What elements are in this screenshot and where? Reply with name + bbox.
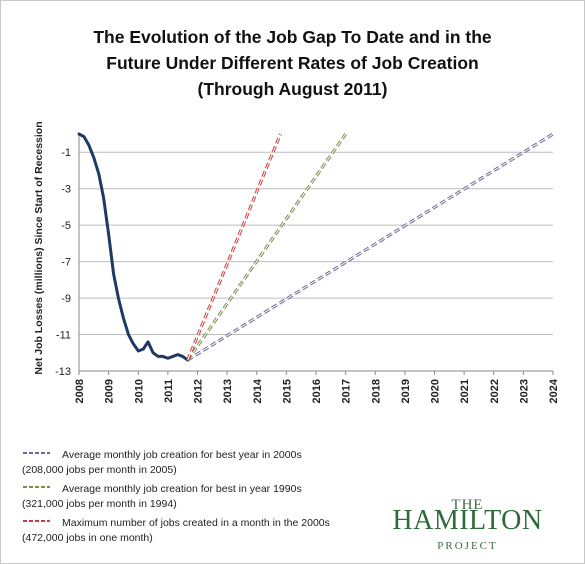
x-tick-label: 2014 [252, 378, 264, 403]
logo-project: PROJECT [437, 540, 498, 552]
x-tick-label: 2009 [104, 379, 116, 403]
legend-swatch-max-month [23, 520, 50, 522]
x-tick-label: 2024 [548, 378, 560, 403]
y-tick-label: -1 [61, 147, 71, 159]
legend-label-max-month: Maximum number of jobs created in a mont… [22, 517, 330, 544]
legend-swatch-1990s [23, 486, 50, 488]
x-tick-label: 2015 [281, 379, 293, 403]
series-best-1990s-core [187, 133, 347, 361]
legend-label-1990s: Average monthly job creation for best in… [22, 483, 302, 510]
axes [78, 134, 554, 375]
y-tick-label: -3 [61, 184, 71, 196]
y-tick-label: -9 [61, 293, 71, 305]
legend-swatch-2000s [23, 452, 50, 454]
series-actual-job-gap [77, 132, 190, 362]
x-tick-label: 2017 [341, 379, 353, 403]
x-tick-label: 2008 [74, 379, 86, 403]
y-tick-label: -13 [55, 366, 71, 378]
x-tick-label: 2012 [193, 379, 205, 403]
gridlines [79, 151, 553, 372]
x-tick-label: 2020 [430, 379, 442, 403]
y-tick-label: -5 [61, 220, 71, 232]
series-lines [77, 132, 554, 362]
x-tick-label: 2013 [222, 379, 234, 403]
chart-title-line-1: The Evolution of the Job Gap To Date and… [93, 27, 492, 47]
chart-title-line-2: Future Under Different Rates of Job Crea… [106, 53, 479, 73]
x-tick-label: 2011 [163, 379, 175, 403]
x-tick-label: 2018 [370, 379, 382, 403]
series-best-2000s-core [187, 133, 554, 361]
x-tick-label: 2022 [489, 379, 501, 403]
logo-the: THE [451, 497, 484, 513]
y-tick-label: -11 [56, 330, 71, 342]
x-tick-label: 2016 [311, 379, 323, 403]
x-tick-label: 2021 [459, 379, 471, 403]
hamilton-project-logo: THE HAMILTON PROJECT [375, 497, 560, 557]
x-tick-label: 2010 [133, 379, 145, 403]
logo-name: HAMILTON [392, 505, 543, 536]
y-axis-label: Net Job Losses (millions) Since Start of… [33, 121, 45, 374]
y-tick-label: -7 [61, 257, 71, 269]
chart-title-line-3: (Through August 2011) [197, 79, 388, 99]
series-max-month-2000s-core [187, 133, 281, 361]
x-tick-label: 2023 [518, 379, 530, 403]
x-tick-label: 2019 [400, 379, 412, 403]
legend-label-2000s: Average monthly job creation for best ye… [22, 449, 302, 476]
